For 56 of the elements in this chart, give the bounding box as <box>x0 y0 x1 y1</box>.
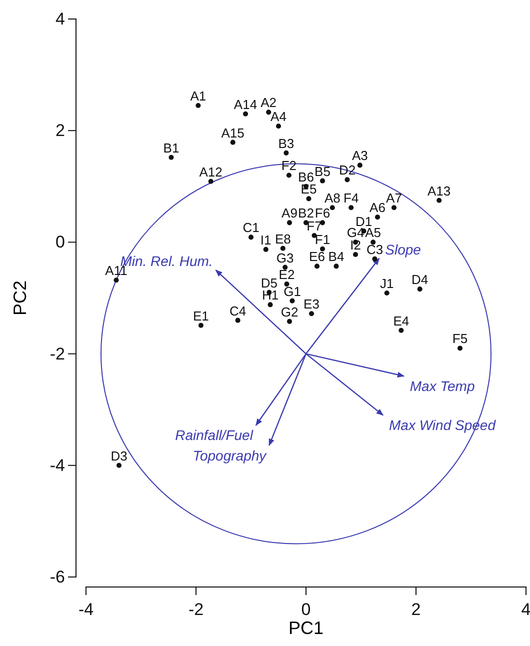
data-label: G2 <box>280 304 298 320</box>
data-label: D4 <box>412 272 428 288</box>
x-tick-label: 4 <box>521 600 530 619</box>
series-label: Max Temp <box>410 378 475 394</box>
y-tick-label: 2 <box>56 121 65 140</box>
data-label: C4 <box>229 303 246 318</box>
x-tick-label: -4 <box>78 600 94 619</box>
x-tick-label: -2 <box>188 600 204 619</box>
y-tick-label: -6 <box>50 567 65 586</box>
data-label: A9 <box>282 206 298 221</box>
data-label: F4 <box>344 190 359 206</box>
data-label: A3 <box>352 148 368 164</box>
data-label: A13 <box>428 183 451 198</box>
data-label: E2 <box>278 267 295 282</box>
data-label: E8 <box>274 231 291 246</box>
data-label: F5 <box>452 331 468 346</box>
data-label: A8 <box>324 190 340 206</box>
data-label: F6 <box>314 206 330 221</box>
data-label: B5 <box>314 164 330 179</box>
data-label: A4 <box>270 109 286 124</box>
data-label: A7 <box>386 190 402 206</box>
x-axis-title: PC1 <box>288 618 324 638</box>
data-label: B2 <box>298 206 314 221</box>
data-label: J1 <box>380 276 394 291</box>
data-label: G3 <box>276 250 294 266</box>
series-label: Topography <box>192 447 268 464</box>
y-axis-title: PC2 <box>10 280 30 316</box>
y-tick-label: -2 <box>50 344 65 364</box>
x-tick-label: 2 <box>411 600 421 619</box>
data-label: G1 <box>284 284 301 299</box>
data-label: D5 <box>260 275 278 290</box>
data-label: A1 <box>190 88 206 104</box>
y-tick-label: 4 <box>56 9 65 28</box>
data-label: A2 <box>260 95 277 110</box>
data-label: D3 <box>110 448 128 464</box>
data-label: E6 <box>309 249 325 264</box>
data-label: A6 <box>370 200 386 216</box>
data-label: A12 <box>199 164 222 180</box>
data-label: E1 <box>192 308 209 324</box>
data-label: F1 <box>314 232 330 247</box>
data-label: E3 <box>304 296 320 312</box>
series-label: Slope <box>385 241 422 258</box>
y-tick-label: 0 <box>56 232 65 252</box>
data-label: C1 <box>242 220 260 236</box>
data-label: B4 <box>328 249 344 264</box>
data-label: C3 <box>366 242 384 257</box>
data-label: I1 <box>260 232 272 248</box>
data-label: A15 <box>221 125 244 140</box>
data-label: E4 <box>393 313 410 328</box>
data-label: B6 <box>298 169 314 184</box>
x-tick-label: 0 <box>301 600 311 619</box>
data-label: A14 <box>234 96 258 112</box>
series-label: Rainfall/Fuel <box>175 427 254 444</box>
data-label: B1 <box>163 140 180 156</box>
data-label: B3 <box>278 136 294 151</box>
y-tick-label: -4 <box>50 456 65 475</box>
